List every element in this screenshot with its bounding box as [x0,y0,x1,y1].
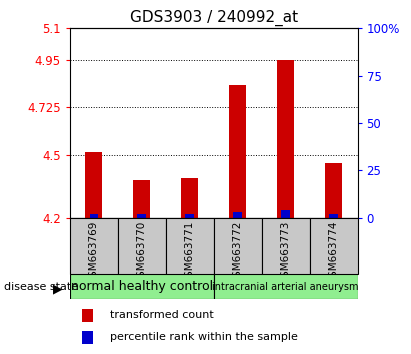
Bar [181,178,198,218]
Text: ▶: ▶ [53,283,63,296]
Text: transformed count: transformed count [110,310,214,320]
Text: GSM663770: GSM663770 [137,221,147,284]
Text: GSM663774: GSM663774 [329,221,339,285]
FancyBboxPatch shape [70,218,118,274]
FancyBboxPatch shape [118,218,166,274]
Text: normal healthy control: normal healthy control [71,280,213,293]
Text: percentile rank within the sample: percentile rank within the sample [110,332,298,342]
FancyBboxPatch shape [262,218,309,274]
Bar [281,210,290,218]
FancyBboxPatch shape [309,218,358,274]
Text: GSM663773: GSM663773 [281,221,291,285]
Bar [134,180,150,218]
Bar [233,212,242,218]
Text: disease state: disease state [4,282,78,292]
Bar [325,163,342,218]
Bar [82,331,93,343]
FancyBboxPatch shape [70,274,214,299]
Text: GSM663769: GSM663769 [89,221,99,285]
Text: GSM663771: GSM663771 [185,221,195,285]
Bar [82,309,93,322]
Bar [229,85,246,218]
FancyBboxPatch shape [166,218,214,274]
Bar [277,60,294,218]
Bar [137,214,146,218]
Text: intracranial arterial aneurysm: intracranial arterial aneurysm [212,282,359,292]
Bar [85,153,102,218]
Bar [185,214,194,218]
Title: GDS3903 / 240992_at: GDS3903 / 240992_at [129,9,298,25]
Text: GSM663772: GSM663772 [233,221,242,285]
Bar [329,214,338,218]
Bar [90,214,98,218]
FancyBboxPatch shape [214,218,262,274]
FancyBboxPatch shape [214,274,358,299]
